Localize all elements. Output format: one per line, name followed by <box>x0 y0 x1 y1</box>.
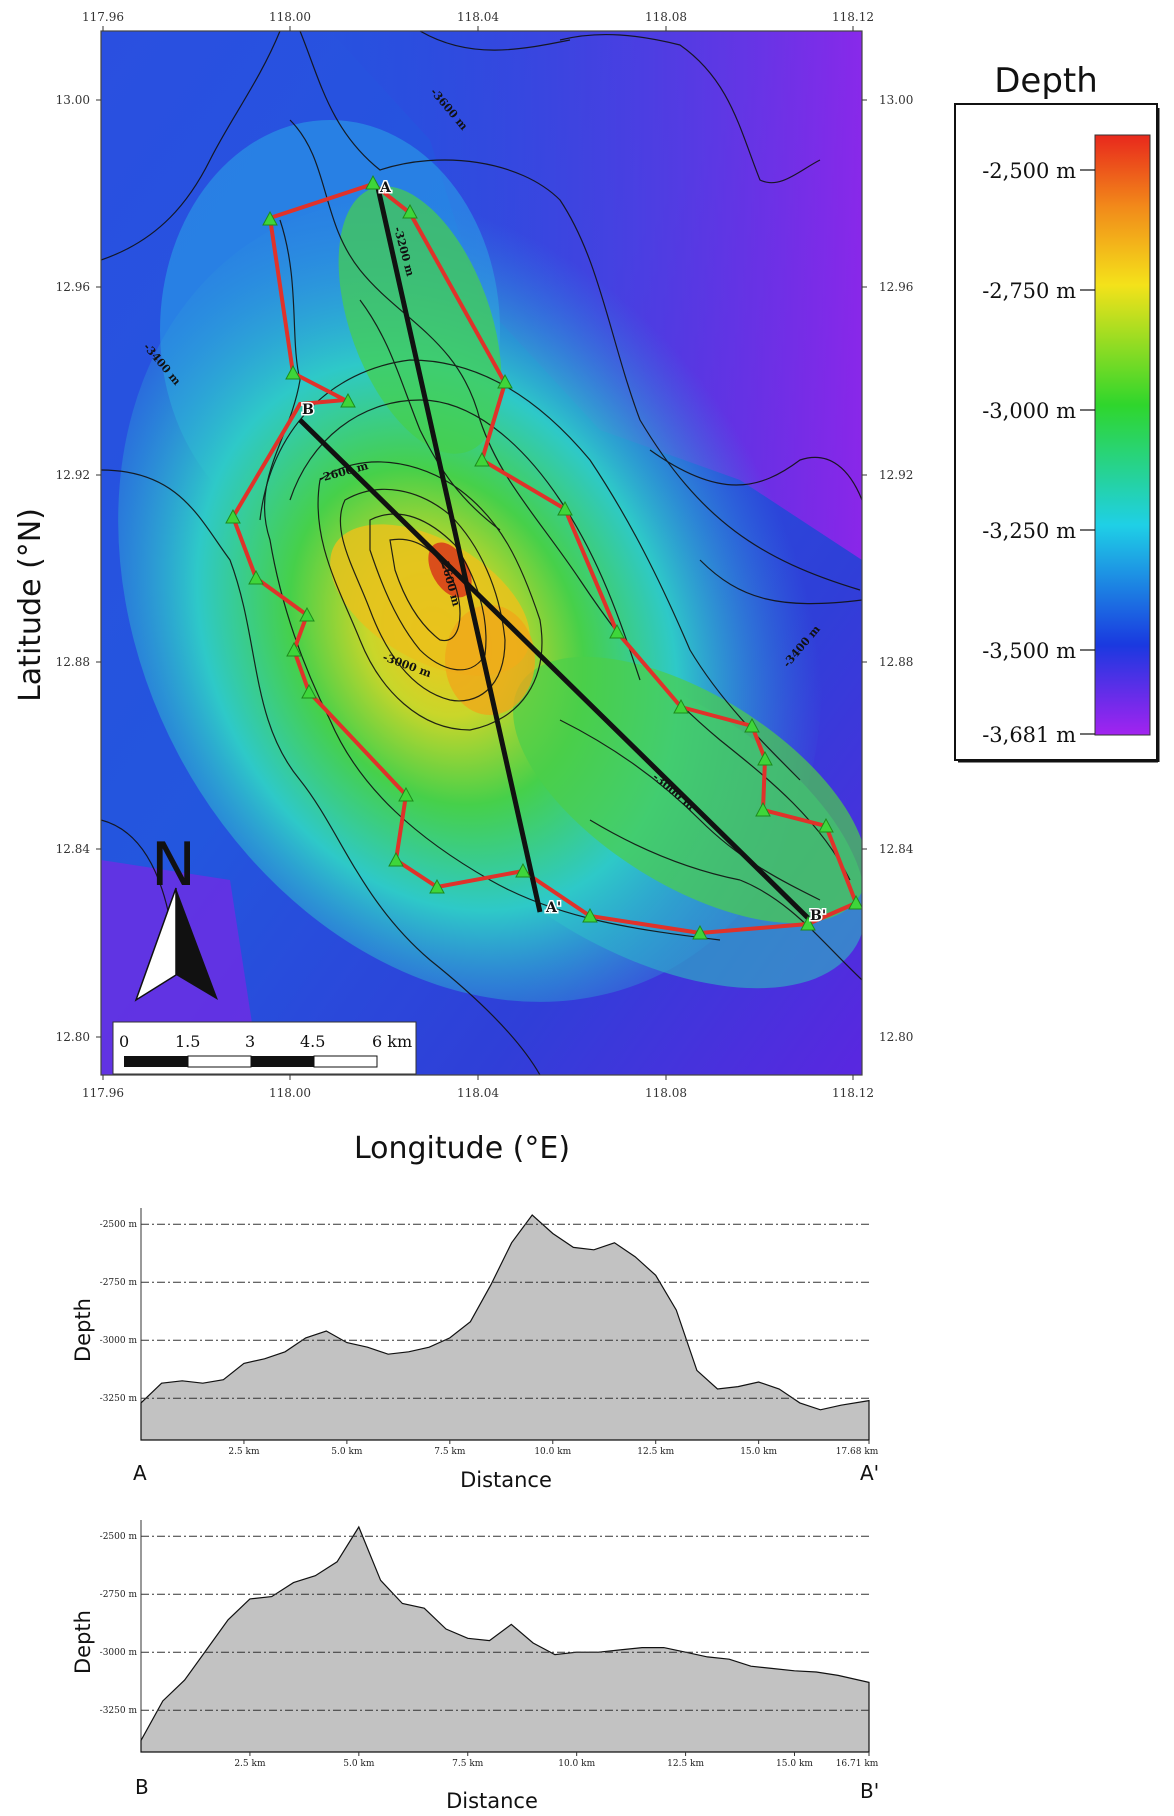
profile-y-tick: -3000 m <box>100 1648 138 1658</box>
north-arrow: N <box>134 830 218 1002</box>
profile-end-label: A' <box>860 1461 879 1485</box>
profile-x-tick: 15.0 km <box>740 1447 777 1457</box>
profile-start-label: B <box>135 1775 149 1799</box>
profile-x-tick: 12.5 km <box>667 1759 704 1769</box>
profile-y-tick: -3250 m <box>100 1394 138 1404</box>
point-label-b-prime: B' <box>810 908 826 924</box>
profile-x-tick: 5.0 km <box>343 1759 375 1769</box>
profile-area <box>140 1525 870 1753</box>
profile-start-label: A <box>133 1461 147 1485</box>
point-label-a: A <box>379 180 392 196</box>
lat-tick-right: 12.88 <box>879 655 913 669</box>
profile-xlabel: Distance <box>446 1789 538 1813</box>
profile-line-b <box>298 418 810 920</box>
lon-tick-bottom: 118.04 <box>457 1086 499 1100</box>
lon-tick-bottom: 118.00 <box>269 1086 311 1100</box>
lon-tick-top: 118.04 <box>457 10 499 24</box>
lon-tick-bottom: 117.96 <box>82 1086 124 1100</box>
profile-x-tick: 7.5 km <box>452 1759 484 1769</box>
lat-tick-right: 12.84 <box>879 842 914 856</box>
lat-tick-left: 13.00 <box>56 93 90 107</box>
profile-y-tick: -3250 m <box>100 1706 138 1716</box>
contour-lines <box>101 31 862 1075</box>
depth-legend: Depth -2,500 m -2,750 m -3,000 m -3,250 … <box>954 61 1160 763</box>
legend-title: Depth <box>994 61 1098 101</box>
lon-tick-top: 118.00 <box>269 10 311 24</box>
scale-label: 6 km <box>372 1032 412 1051</box>
lat-tick-left: 12.84 <box>56 842 91 856</box>
legend-label: -3,500 m <box>982 639 1076 663</box>
legend-label: -3,250 m <box>982 519 1076 543</box>
profile-x-tick: 15.0 km <box>776 1759 813 1769</box>
y-axis-title: Latitude (°N) <box>13 508 48 702</box>
profile-xlabel: Distance <box>460 1468 552 1492</box>
profile-x-tick: 5.0 km <box>331 1447 363 1457</box>
profile-x-tick: 12.5 km <box>637 1447 674 1457</box>
profile-y-tick: -2750 m <box>100 1590 138 1600</box>
scale-label: 1.5 <box>175 1032 200 1051</box>
profile-y-tick: -2500 m <box>100 1220 138 1230</box>
lat-tick-right: 12.92 <box>879 468 913 482</box>
lon-tick-top: 117.96 <box>82 10 124 24</box>
legend-label: -3,000 m <box>982 399 1076 423</box>
profile-chart-b: 2.5 km 5.0 km 7.5 km 10.0 km 12.5 km 15.0 km 1… <box>71 1520 879 1813</box>
north-label: N <box>151 830 196 900</box>
depth-colorbar <box>1094 134 1151 736</box>
profile-ylabel: Depth <box>71 1298 95 1362</box>
profile-end-label: B' <box>860 1779 879 1803</box>
profile-ylabel: Depth <box>71 1610 95 1674</box>
profile-x-tick: 17.68 km <box>836 1447 879 1457</box>
lat-tick-left: 12.92 <box>56 468 90 482</box>
profile-line-a <box>375 187 543 913</box>
scale-bar: 0 1.5 3 4.5 6 km <box>112 1021 417 1075</box>
profile-x-tick: 16.71 km <box>836 1759 879 1769</box>
profile-x-tick: 10.0 km <box>534 1447 571 1457</box>
station-markers <box>225 174 862 940</box>
profile-x-tick: 10.0 km <box>558 1759 595 1769</box>
lat-tick-left: 12.88 <box>56 655 90 669</box>
profile-area <box>140 1214 870 1441</box>
profile-x-tick: 7.5 km <box>434 1447 466 1457</box>
scale-label: 0 <box>119 1032 129 1051</box>
legend-label: -2,500 m <box>982 159 1076 183</box>
map-panel: -3600 m -3200 m -3400 m -2600 m -2600 m … <box>13 10 914 1166</box>
scale-label: 4.5 <box>300 1032 325 1051</box>
profile-y-tick: -2750 m <box>100 1278 138 1288</box>
lat-tick-right: 12.80 <box>879 1030 913 1044</box>
lat-tick-left: 12.80 <box>56 1030 90 1044</box>
profile-chart-a: 2.5 km 5.0 km 7.5 km 10.0 km 12.5 km 15.0 km 1… <box>71 1208 879 1492</box>
lat-tick-left: 12.96 <box>56 280 90 294</box>
profile-y-tick: -2500 m <box>100 1532 138 1542</box>
point-label-b: B <box>302 402 314 418</box>
lat-tick-right: 13.00 <box>879 93 913 107</box>
legend-label: -2,750 m <box>982 279 1076 303</box>
lat-tick-right: 12.96 <box>879 280 913 294</box>
x-axis-title: Longitude (°E) <box>354 1131 570 1166</box>
lon-tick-bottom: 118.12 <box>832 1086 874 1100</box>
lon-tick-top: 118.08 <box>645 10 687 24</box>
profile-x-tick: 2.5 km <box>234 1759 266 1769</box>
scale-label: 3 <box>245 1032 255 1051</box>
point-label-a-prime: A' <box>545 900 561 916</box>
profile-x-tick: 2.5 km <box>228 1447 260 1457</box>
lon-tick-bottom: 118.08 <box>645 1086 687 1100</box>
lon-tick-top: 118.12 <box>832 10 874 24</box>
profile-y-tick: -3000 m <box>100 1336 138 1346</box>
legend-label: -3,681 m <box>982 723 1076 747</box>
